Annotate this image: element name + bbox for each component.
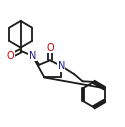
Text: N: N [58,61,65,71]
Text: O: O [7,51,14,61]
Text: O: O [46,43,54,53]
Text: N: N [29,51,36,61]
